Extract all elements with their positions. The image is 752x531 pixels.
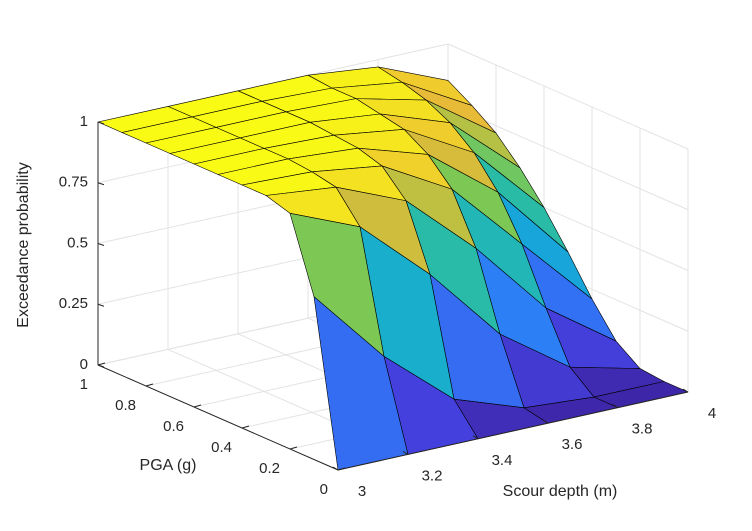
x-tick xyxy=(472,435,479,440)
x-axis xyxy=(337,391,689,471)
x-tick xyxy=(332,466,339,471)
x-tick-label: 3.2 xyxy=(422,467,443,484)
z-tick xyxy=(97,364,105,368)
x-tick xyxy=(682,388,689,393)
grid-line xyxy=(447,104,689,211)
z-tick xyxy=(97,303,105,307)
y-tick-label: 0.2 xyxy=(259,460,280,477)
x-tick-label: 3.8 xyxy=(632,421,653,438)
z-tick xyxy=(97,121,105,125)
surface xyxy=(97,66,689,471)
y-tick xyxy=(241,425,250,429)
z-tick-label: 0.25 xyxy=(59,295,88,312)
y-tick-label: 0.6 xyxy=(163,418,184,435)
x-tick xyxy=(612,404,619,409)
z-tick-label: 0.75 xyxy=(59,174,88,191)
y-tick xyxy=(337,467,346,471)
y-tick xyxy=(289,446,298,450)
x-tick-label: 4 xyxy=(708,405,716,422)
x-tick-label: 3 xyxy=(358,483,366,500)
grid-line xyxy=(447,43,689,150)
x-tick-label: 3.4 xyxy=(492,452,513,469)
y-axis xyxy=(97,364,339,471)
x-tick-label: 3.6 xyxy=(562,436,583,453)
y-tick-label: 1 xyxy=(80,376,88,393)
y-tick xyxy=(97,362,106,366)
z-tick xyxy=(97,182,105,186)
y-tick-label: 0.4 xyxy=(211,439,232,456)
z-tick-label: 0 xyxy=(80,356,88,373)
x-tick xyxy=(402,450,409,455)
x-axis-label: Scour depth (m) xyxy=(503,483,618,500)
x-tick xyxy=(542,419,549,424)
y-tick xyxy=(193,404,202,408)
y-tick-label: 0 xyxy=(320,481,328,498)
axes: 0 0.25 0.5 0.75 1 0 0.2 0.4 0.6 0.8 1 3 3.2 3.4 3.6 3.8… xyxy=(59,113,716,500)
z-tick-label: 0.5 xyxy=(67,234,88,251)
z-axis-label: Exceedance probability xyxy=(15,162,32,327)
y-axis-label: PGA (g) xyxy=(140,457,197,474)
z-tick xyxy=(97,243,105,246)
z-tick-label: 1 xyxy=(80,113,88,130)
y-tick xyxy=(145,383,154,387)
y-tick-label: 0.8 xyxy=(115,397,136,414)
